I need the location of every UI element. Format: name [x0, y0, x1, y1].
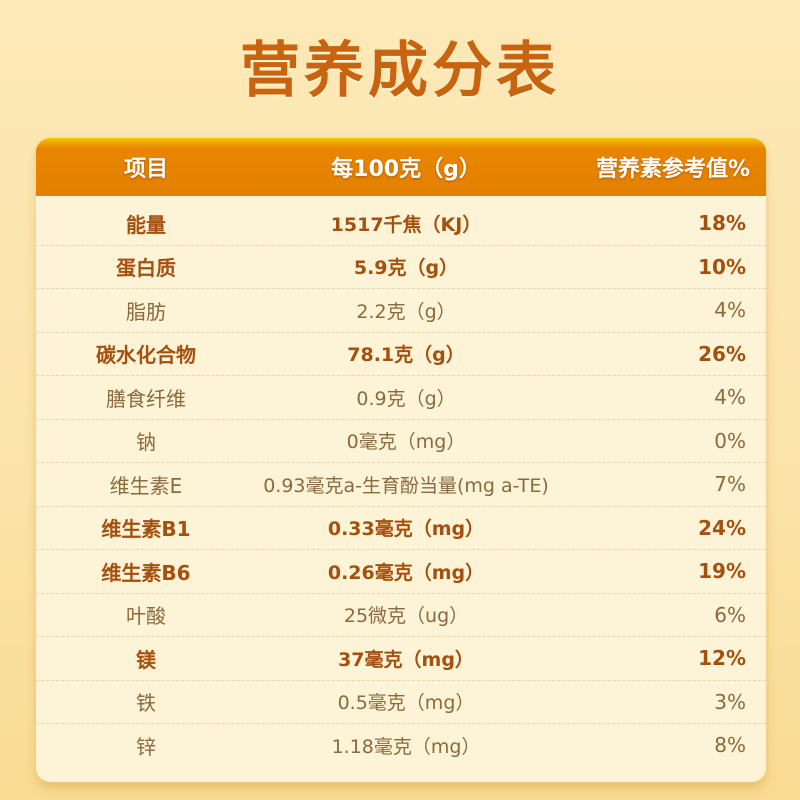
table-row: 铁 0.5毫克（mg） 3% — [36, 681, 766, 724]
nutrient-name: 叶酸 — [126, 604, 166, 629]
nutrient-amount: 1517千焦（KJ） — [330, 213, 482, 236]
table-row: 钠 0毫克（mg） 0% — [36, 420, 766, 463]
table-row: 能量 1517千焦（KJ） 18% — [36, 202, 766, 246]
nutrient-amount: 25微克（ug） — [343, 605, 469, 628]
nutrient-name: 钠 — [136, 430, 156, 455]
nutrient-amount: 2.2克（g） — [356, 300, 456, 323]
table-row: 维生素E 0.93毫克a-生育酚当量(mg a-TE) 7% — [36, 463, 766, 507]
nutrition-table: 项目 每100克（g） 营养素参考值% 能量 1517千焦（KJ） 18% 蛋白质 5.… — [36, 138, 766, 782]
nutrient-nrv: 10% — [698, 254, 746, 279]
nutrient-amount: 1.18毫克（mg） — [331, 735, 481, 758]
nutrient-nrv: 26% — [698, 341, 746, 366]
table-row: 镁 37毫克（mg） 12% — [36, 637, 766, 681]
nutrient-nrv: 18% — [698, 211, 746, 236]
table-row: 叶酸 25微克（ug） 6% — [36, 594, 766, 637]
table-header: 项目 每100克（g） 营养素参考值% — [36, 138, 766, 196]
nutrient-amount: 0.33毫克（mg） — [327, 518, 485, 541]
nutrient-name: 铁 — [136, 691, 156, 716]
nutrient-name: 能量 — [126, 212, 166, 237]
nutrient-nrv: 3% — [714, 689, 746, 714]
nutrient-nrv: 7% — [714, 472, 746, 497]
nutrient-name: 维生素B6 — [101, 560, 191, 585]
nutrient-amount: 78.1克（g） — [347, 344, 465, 367]
nutrient-nrv: 24% — [698, 515, 746, 540]
nutrient-name: 维生素B1 — [101, 517, 191, 542]
nutrient-name: 脂肪 — [126, 299, 166, 324]
table-row: 锌 1.18毫克（mg） 8% — [36, 724, 766, 767]
nutrient-name: 锌 — [136, 734, 156, 759]
nutrient-nrv: 12% — [698, 646, 746, 671]
table-row: 蛋白质 5.9克（g） 10% — [36, 246, 766, 289]
table-row: 维生素B1 0.33毫克（mg） 24% — [36, 507, 766, 550]
table-row: 碳水化合物 78.1克（g） 26% — [36, 333, 766, 376]
nutrient-name: 碳水化合物 — [96, 343, 196, 368]
nutrient-name: 维生素E — [109, 473, 183, 498]
nutrient-nrv: 4% — [714, 385, 746, 410]
table-row: 脂肪 2.2克（g） 4% — [36, 289, 766, 333]
nutrient-name: 镁 — [136, 647, 156, 672]
nutrient-nrv: 19% — [698, 559, 746, 584]
nutrient-nrv: 0% — [714, 428, 746, 453]
nutrient-nrv: 4% — [714, 298, 746, 323]
table-body: 能量 1517千焦（KJ） 18% 蛋白质 5.9克（g） 10% 脂肪 2.2克（g） 4% 碳… — [36, 196, 766, 767]
page-title: 营养成分表 — [240, 36, 560, 106]
header-nrv: 营养素参考值% — [595, 157, 750, 182]
table-row: 维生素B6 0.26毫克（mg） 19% — [36, 550, 766, 594]
nutrient-amount: 5.9克（g） — [353, 257, 459, 280]
nutrient-amount: 0.93毫克a-生育酚当量(mg a-TE) — [263, 474, 549, 497]
header-item: 项目 — [123, 157, 168, 182]
nutrient-amount: 37毫克（mg） — [338, 648, 474, 671]
nutrient-nrv: 8% — [714, 733, 746, 758]
nutrient-name: 膳食纤维 — [106, 386, 186, 411]
nutrient-amount: 0.5毫克（mg） — [337, 692, 475, 715]
nutrient-nrv: 6% — [714, 602, 746, 627]
nutrient-amount: 0毫克（mg） — [346, 431, 466, 454]
nutrient-amount: 0.9克（g） — [356, 387, 456, 410]
header-amount: 每100克（g） — [331, 157, 481, 182]
nutrient-amount: 0.26毫克（mg） — [327, 561, 485, 584]
nutrient-name: 蛋白质 — [116, 256, 176, 281]
table-row: 膳食纤维 0.9克（g） 4% — [36, 376, 766, 420]
